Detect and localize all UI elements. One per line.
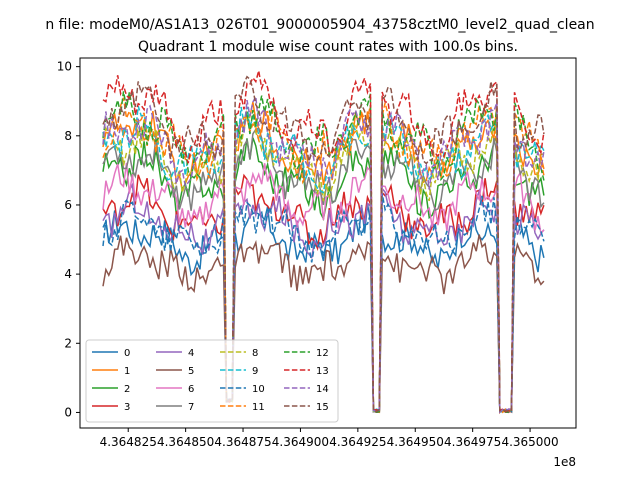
x-tick-label: 4.364950 bbox=[387, 435, 444, 449]
series-line-15 bbox=[102, 75, 545, 413]
legend-label-2: 2 bbox=[124, 384, 130, 395]
legend-label-0: 0 bbox=[124, 348, 130, 359]
legend-box bbox=[85, 339, 339, 423]
x-tick-label: 4.364850 bbox=[157, 435, 214, 449]
chart-title: Quadrant 1 module wise count rates with … bbox=[138, 39, 518, 55]
y-tick-label: 8 bbox=[64, 129, 72, 143]
series-line-4 bbox=[102, 182, 545, 414]
series-line-5 bbox=[102, 234, 545, 414]
legend-label-12: 12 bbox=[316, 348, 329, 359]
y-tick-label: 4 bbox=[64, 267, 72, 281]
y-axis: 0 2 4 6 8 10 bbox=[57, 60, 80, 419]
x-tick-label: 4.365000 bbox=[501, 435, 558, 449]
x-axis: 4.364825 4.364850 4.364875 4.364900 4.364925… bbox=[100, 428, 559, 449]
plot-frame bbox=[79, 57, 577, 429]
series-line-6 bbox=[102, 162, 545, 413]
series-line-9 bbox=[102, 105, 545, 415]
series-line-10 bbox=[102, 193, 545, 413]
series-line-14 bbox=[102, 94, 545, 414]
legend-label-13: 13 bbox=[316, 366, 329, 377]
series-layer bbox=[102, 70, 545, 415]
legend-label-8: 8 bbox=[252, 348, 258, 359]
legend-label-15: 15 bbox=[316, 402, 329, 413]
y-tick-label: 2 bbox=[64, 336, 72, 350]
legend-label-5: 5 bbox=[188, 366, 194, 377]
figure-suptitle: n file: modeM0/AS1A13_026T01_9000005904_… bbox=[45, 17, 594, 33]
x-tick-label: 4.364900 bbox=[272, 435, 329, 449]
y-tick-label: 10 bbox=[57, 60, 72, 74]
x-offset-label: 1e8 bbox=[553, 455, 576, 469]
series-line-7 bbox=[102, 127, 545, 414]
legend-label-9: 9 bbox=[252, 366, 258, 377]
legend-label-6: 6 bbox=[188, 384, 194, 395]
legend-label-1: 1 bbox=[124, 366, 130, 377]
x-tick-label: 4.364925 bbox=[329, 435, 386, 449]
series-line-13 bbox=[102, 70, 545, 413]
x-tick-label: 4.364875 bbox=[214, 435, 271, 449]
legend-label-7: 7 bbox=[188, 402, 194, 413]
y-tick-label: 0 bbox=[64, 405, 72, 419]
series-line-11 bbox=[102, 97, 545, 414]
legend-label-10: 10 bbox=[252, 384, 265, 395]
x-tick-label: 4.364975 bbox=[444, 435, 501, 449]
legend-label-11: 11 bbox=[252, 402, 265, 413]
x-tick-label: 4.364825 bbox=[100, 435, 157, 449]
legend-label-14: 14 bbox=[316, 384, 329, 395]
y-tick-label: 6 bbox=[64, 198, 72, 212]
legend-label-4: 4 bbox=[188, 348, 194, 359]
legend-label-3: 3 bbox=[124, 402, 130, 413]
